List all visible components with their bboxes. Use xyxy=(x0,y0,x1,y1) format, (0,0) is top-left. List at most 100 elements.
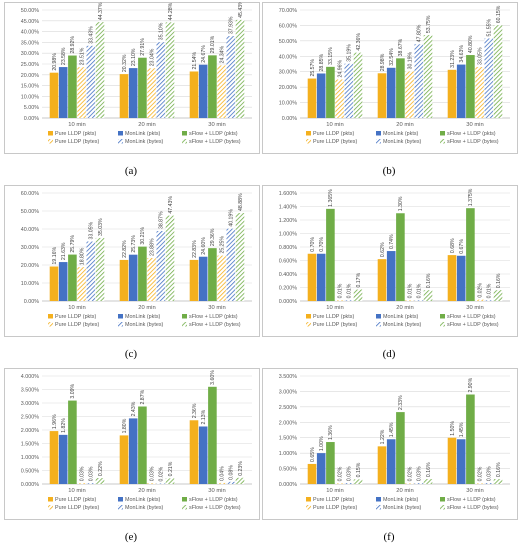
y-tick-label: 0.400% xyxy=(279,272,297,278)
data-label: 0.70% xyxy=(310,237,316,252)
data-label: 25.57% xyxy=(310,59,316,77)
panel-label-a: (a) xyxy=(124,165,138,177)
data-label: 0.65% xyxy=(310,447,316,462)
legend-swatch xyxy=(440,497,445,502)
bar xyxy=(49,431,59,484)
legend-label: sFlow + LLDP (pkts) xyxy=(447,131,496,137)
legend-label: sFlow + LLDP (pkts) xyxy=(447,497,496,503)
y-tick-label: 25.00% xyxy=(21,62,39,68)
bar xyxy=(353,289,363,301)
data-label: 23.58% xyxy=(61,47,67,65)
legend-label: Pure LLDP (bytes) xyxy=(313,322,357,328)
legend-label: MonLink (pkts) xyxy=(383,497,419,503)
legend-swatch xyxy=(182,505,187,510)
chart-e: 0.000% 0.500% 1.000% 1.500% 2.000% 2.500% 3.00… xyxy=(21,370,252,511)
data-label: 25.79% xyxy=(70,235,76,253)
legend-label: Pure LLDP (pkts) xyxy=(55,314,96,320)
data-label: 1.80% xyxy=(122,418,128,433)
x-tick-label: 30 min xyxy=(466,305,483,311)
bar xyxy=(198,64,208,118)
bar xyxy=(484,483,494,484)
y-tick-label: 2.500% xyxy=(279,405,297,411)
data-label: 22.82% xyxy=(122,240,128,258)
bar xyxy=(217,255,226,301)
data-label: 33.05% xyxy=(89,222,95,240)
legend-swatch xyxy=(440,139,445,144)
data-label: 2.13% xyxy=(201,409,207,424)
legend-label: MonLink (pkts) xyxy=(383,314,419,320)
data-label: 0.02% xyxy=(159,466,165,481)
bar xyxy=(147,68,156,118)
data-label: 1.50% xyxy=(450,421,456,436)
legend-label: sFlow + LLDP (bytes) xyxy=(189,505,241,511)
bar xyxy=(58,434,68,484)
y-tick-label: 1.500% xyxy=(21,442,39,448)
panel-label-d: (d) xyxy=(382,348,396,360)
x-tick-label: 30 min xyxy=(466,488,483,494)
data-label: 42.36% xyxy=(356,33,362,51)
legend-swatch xyxy=(48,139,53,144)
legend-swatch xyxy=(440,322,445,327)
data-label: 0.04% xyxy=(219,466,225,481)
legend-label: sFlow + LLDP (bytes) xyxy=(189,322,241,328)
bar xyxy=(447,437,457,484)
bar xyxy=(147,258,156,301)
y-tick-label: 2.000% xyxy=(21,428,39,434)
bar xyxy=(326,66,335,118)
data-label: 20.32% xyxy=(122,54,128,72)
y-tick-label: 50.00% xyxy=(21,8,39,14)
y-tick-label: 0.00% xyxy=(24,116,39,122)
y-tick-label: 5.00% xyxy=(24,105,39,111)
legend-label: Pure LLDP (bytes) xyxy=(55,139,99,145)
legend-label: Pure LLDP (pkts) xyxy=(313,131,354,137)
data-label: 1.30% xyxy=(398,196,404,211)
x-tick-label: 30 min xyxy=(208,488,225,494)
data-label: 2.87% xyxy=(140,389,146,404)
bar xyxy=(138,406,147,484)
panel-label-e: (e) xyxy=(124,531,138,543)
bar xyxy=(77,267,86,301)
data-label: 51.55% xyxy=(487,18,493,36)
bar xyxy=(49,72,59,118)
bar xyxy=(484,38,494,118)
data-label: 0.16% xyxy=(496,462,502,477)
bar xyxy=(475,67,484,118)
bar xyxy=(95,478,105,484)
bar xyxy=(405,71,414,118)
data-label: 35.19% xyxy=(347,44,353,62)
x-tick-label: 30 min xyxy=(208,305,225,311)
data-label: 1.00% xyxy=(319,436,325,451)
legend-swatch xyxy=(306,131,311,136)
legend-swatch xyxy=(48,497,53,502)
bar xyxy=(77,483,86,484)
y-tick-label: 0.500% xyxy=(279,467,297,473)
bar xyxy=(316,253,326,301)
legend-label: sFlow + LLDP (pkts) xyxy=(189,131,238,137)
data-label: 0.67% xyxy=(459,239,465,254)
y-tick-label: 50.00% xyxy=(21,209,39,215)
y-tick-label: 0.00% xyxy=(282,116,297,122)
data-label: 31.23% xyxy=(450,50,456,68)
data-label: 1.365% xyxy=(328,189,334,207)
y-tick-label: 15.00% xyxy=(21,84,39,90)
data-label: 0.16% xyxy=(426,462,432,477)
bar xyxy=(165,22,175,118)
bar xyxy=(68,55,77,118)
data-label: 0.21% xyxy=(168,461,174,476)
bar xyxy=(307,463,317,484)
data-label: 2.90% xyxy=(468,377,474,392)
bar xyxy=(456,64,466,118)
y-tick-label: 45.00% xyxy=(21,19,39,25)
legend-swatch xyxy=(48,131,53,136)
bar xyxy=(208,55,217,118)
legend-label: Pure LLDP (bytes) xyxy=(55,505,99,511)
bar xyxy=(217,65,226,118)
legend-swatch xyxy=(306,139,311,144)
bar xyxy=(447,255,457,301)
y-tick-label: 10.00% xyxy=(21,281,39,287)
data-label: 25.73% xyxy=(131,235,137,253)
legend-label: Pure LLDP (pkts) xyxy=(55,131,96,137)
data-label: 47.80% xyxy=(417,24,423,42)
legend-swatch xyxy=(182,497,187,502)
y-tick-label: 0.800% xyxy=(279,245,297,251)
